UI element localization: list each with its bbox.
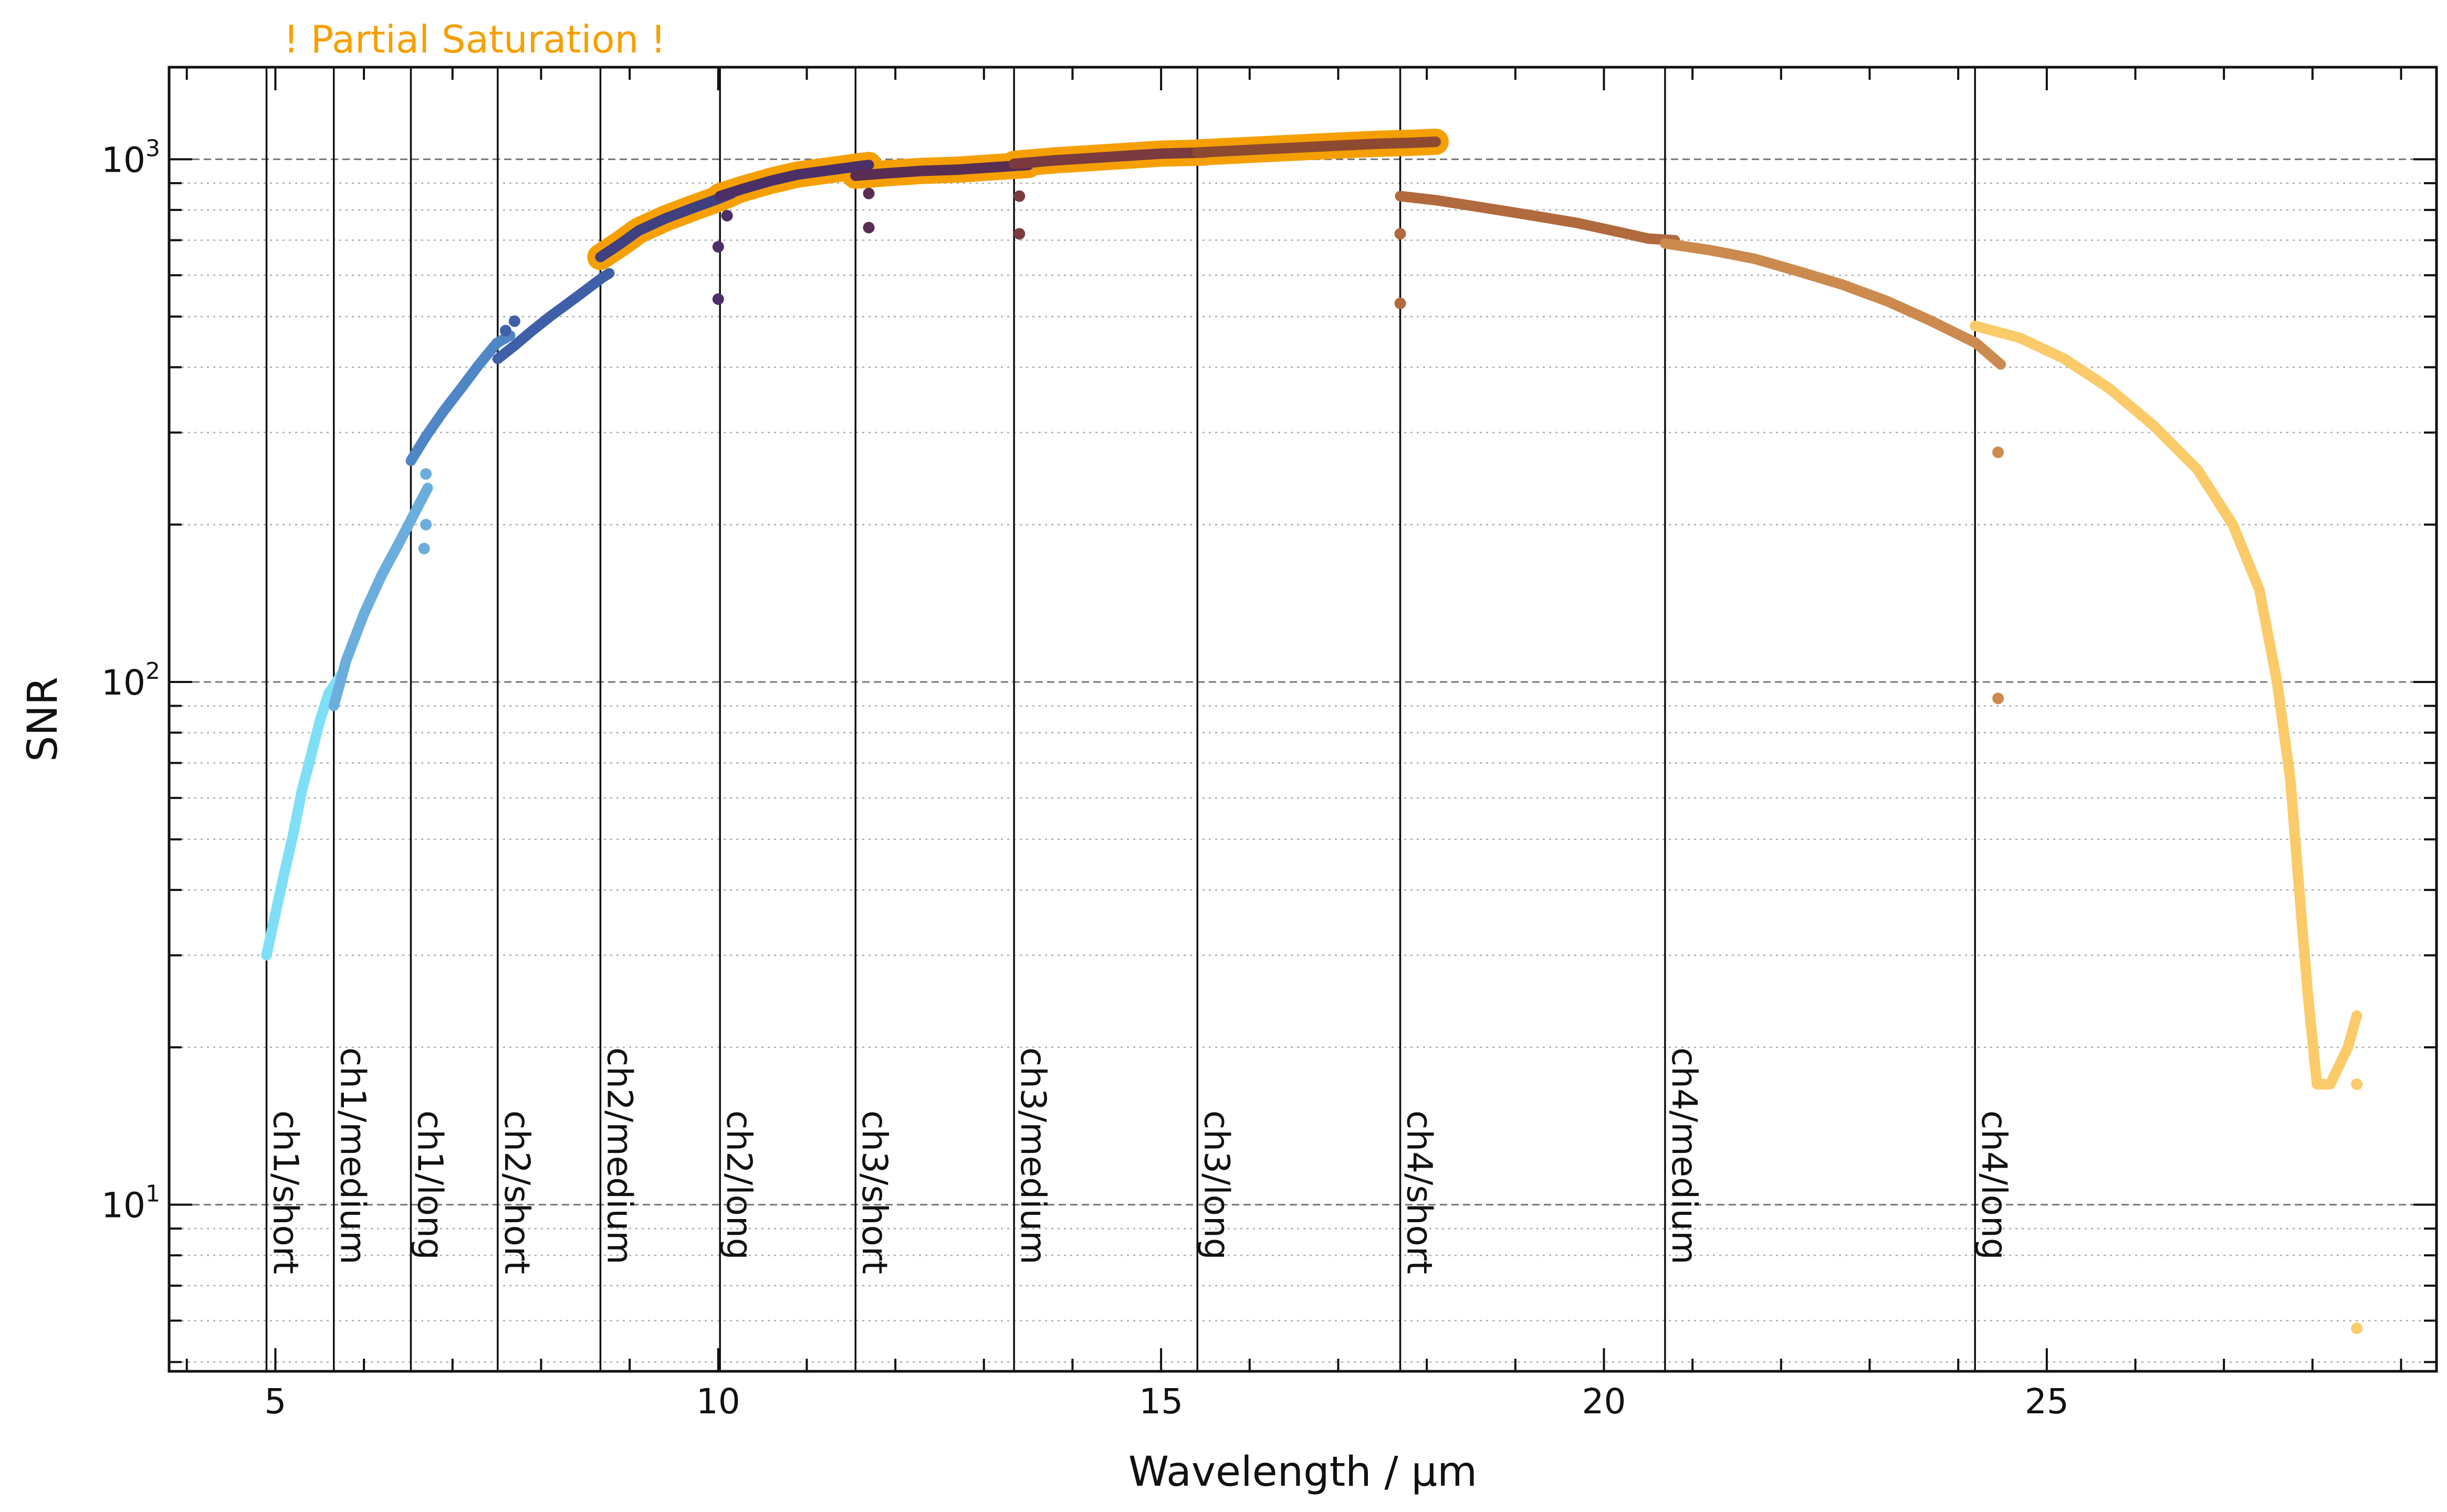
outlier-point xyxy=(1992,446,2004,458)
band-label: ch2/medium xyxy=(599,1047,640,1265)
outlier-point xyxy=(1394,228,1406,240)
series-line xyxy=(328,482,433,711)
outlier-point xyxy=(1013,190,1026,202)
outlier-point xyxy=(499,324,511,337)
outlier-point xyxy=(863,187,875,200)
outlier-point xyxy=(1013,228,1026,240)
band-label: ch1/short xyxy=(266,1110,306,1274)
series-line xyxy=(1659,238,2006,370)
series-line xyxy=(1970,320,2362,1090)
x-tick-label: 20 xyxy=(1582,1381,1626,1422)
y-tick-label: 101 xyxy=(101,1181,160,1226)
outlier-point xyxy=(418,542,430,554)
outlier-point xyxy=(1394,297,1406,309)
y-axis-title: SNR xyxy=(19,677,67,762)
axis-ticks xyxy=(169,67,2436,1371)
outlier-points xyxy=(418,187,2363,1335)
outlier-point xyxy=(712,293,724,305)
y-tick-label: 102 xyxy=(101,658,160,703)
x-tick-label: 10 xyxy=(696,1381,740,1422)
x-axis-title: Wavelength / μm xyxy=(1128,1448,1477,1496)
series-line xyxy=(1192,136,1441,158)
band-label: ch3/short xyxy=(854,1110,895,1274)
band-label: ch2/short xyxy=(497,1110,537,1274)
band-label: ch4/long xyxy=(1974,1110,2014,1260)
band-label: ch4/short xyxy=(1399,1110,1440,1274)
band-label: ch3/medium xyxy=(1013,1047,1053,1265)
y-tick-label: 103 xyxy=(101,135,160,180)
outlier-point xyxy=(721,209,733,222)
series-line xyxy=(850,160,1034,181)
outlier-point xyxy=(863,222,875,234)
band-label: ch1/long xyxy=(410,1110,451,1260)
band-label: ch2/long xyxy=(719,1110,759,1260)
outlier-point xyxy=(712,241,724,253)
outlier-point xyxy=(2351,1322,2363,1335)
outlier-point xyxy=(420,519,432,531)
x-tick-label: 25 xyxy=(2025,1381,2069,1422)
tick-labels: 5 10 15 20 25 101 102 103 xyxy=(101,135,2069,1422)
outlier-point xyxy=(2351,1078,2363,1090)
x-tick-label: 5 xyxy=(264,1381,286,1422)
band-label: ch1/medium xyxy=(333,1047,373,1265)
partial-saturation-annotation: ! Partial Saturation ! xyxy=(284,17,666,61)
band-label: ch4/medium xyxy=(1664,1047,1704,1265)
series-line xyxy=(405,330,516,466)
series-line xyxy=(492,268,615,364)
series-lines xyxy=(261,136,2362,1090)
series-line xyxy=(261,670,347,961)
x-tick-label: 15 xyxy=(1139,1381,1183,1422)
band-labels: ch1/short ch1/medium ch1/long ch2/short ch2/… xyxy=(266,1047,2015,1274)
outlier-point xyxy=(508,315,520,327)
outlier-point xyxy=(420,468,432,480)
series-line xyxy=(715,160,874,202)
series-line xyxy=(1395,191,1680,246)
outlier-point xyxy=(1992,692,2004,705)
plot-frame xyxy=(168,66,2438,1373)
series-line xyxy=(1009,147,1211,170)
band-label: ch3/long xyxy=(1196,1110,1237,1260)
band-boundary-lines xyxy=(265,67,1976,1371)
